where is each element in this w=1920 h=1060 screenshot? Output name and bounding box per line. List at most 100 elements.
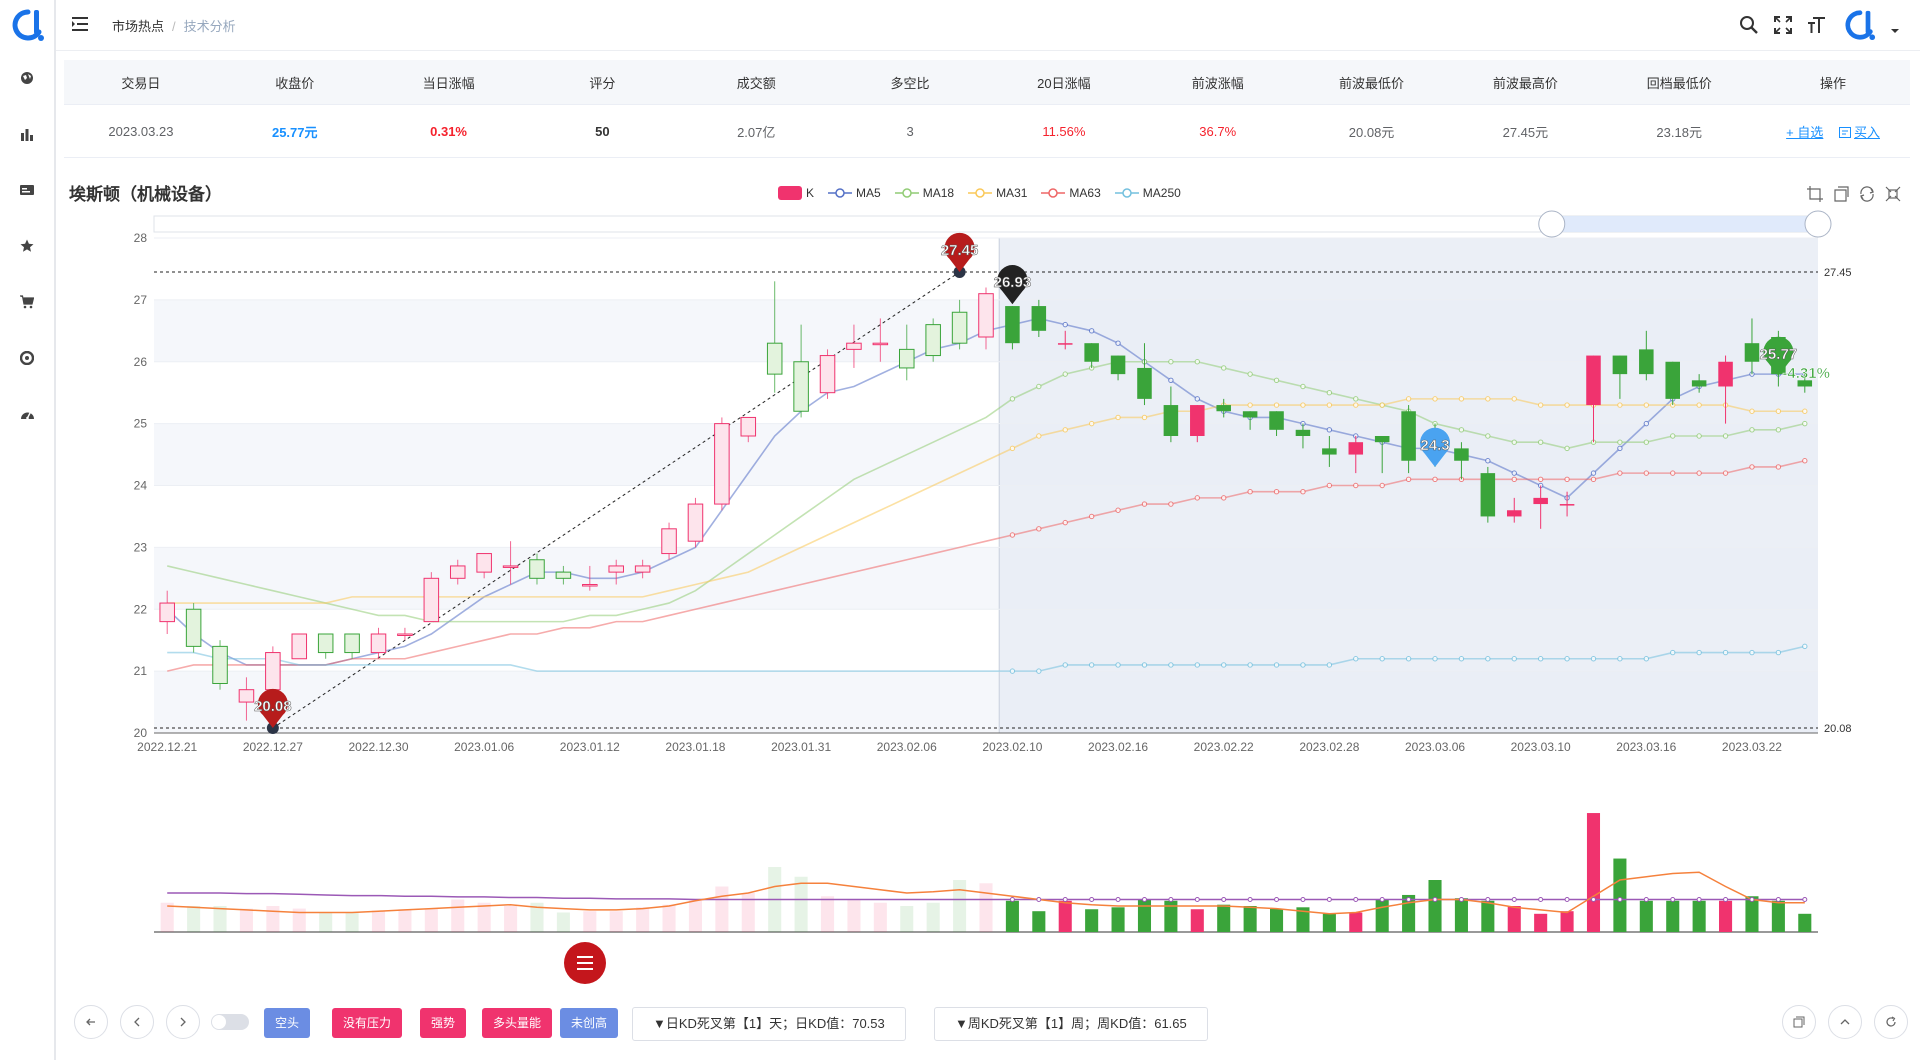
volume-bar bbox=[1402, 894, 1416, 932]
legend-label: MA63 bbox=[1069, 186, 1101, 200]
legend-item-ma250[interactable]: MA250 bbox=[1114, 186, 1181, 200]
annotation-pin bbox=[997, 265, 1028, 305]
ma-point bbox=[1590, 476, 1597, 483]
legend-swatch bbox=[778, 186, 802, 200]
cart-icon[interactable] bbox=[17, 292, 37, 312]
volume-bar bbox=[1085, 909, 1099, 932]
candle-body bbox=[317, 633, 334, 654]
save-image-icon[interactable] bbox=[1884, 185, 1902, 203]
legend-item-k[interactable]: K bbox=[778, 186, 814, 200]
volume-bar bbox=[1375, 899, 1389, 932]
chevron-right-icon bbox=[180, 1017, 186, 1027]
x-tick-label: 2023.01.31 bbox=[771, 740, 831, 754]
column-header: 前波最高价 bbox=[1448, 60, 1603, 105]
annotation-pin bbox=[1763, 336, 1794, 376]
candle-body bbox=[925, 324, 941, 357]
menu-toggle-icon[interactable] bbox=[70, 14, 90, 34]
fullscreen-icon[interactable] bbox=[1772, 14, 1794, 36]
ma-point bbox=[1458, 656, 1465, 662]
candle-body bbox=[1639, 349, 1654, 375]
chart-title: 埃斯顿（机械设备） bbox=[69, 185, 222, 204]
volume-ma-point bbox=[1511, 897, 1517, 902]
zoom-select-icon[interactable] bbox=[1806, 185, 1824, 203]
zoom-reset-icon[interactable] bbox=[1832, 185, 1850, 203]
buy-link[interactable]: 买入 bbox=[1838, 125, 1880, 140]
legend-item-ma31[interactable]: MA31 bbox=[968, 186, 1027, 200]
datazoom-handle-left bbox=[1538, 210, 1566, 238]
ma-point bbox=[1115, 414, 1121, 421]
ma-point bbox=[1036, 433, 1042, 439]
signal-tag[interactable]: 未创高 bbox=[560, 1008, 619, 1038]
ma-point bbox=[1221, 495, 1227, 501]
legend-item-ma5[interactable]: MA5 bbox=[828, 186, 881, 200]
signal-tag[interactable]: 没有压力 bbox=[332, 1008, 403, 1038]
user-avatar-icon[interactable] bbox=[1844, 9, 1876, 41]
volume-bar bbox=[662, 904, 676, 932]
ma-point bbox=[1247, 662, 1253, 668]
signal-tag[interactable]: 空头 bbox=[264, 1008, 311, 1038]
float-menu-button[interactable] bbox=[564, 942, 606, 984]
candle-body bbox=[397, 633, 413, 636]
restore-icon[interactable] bbox=[1858, 185, 1876, 203]
annotation-label: 25.77 bbox=[1760, 346, 1798, 363]
candle-body bbox=[1559, 504, 1575, 506]
volume-ma-point bbox=[1564, 897, 1570, 902]
candle-body bbox=[714, 423, 730, 505]
legend-label: MA18 bbox=[922, 186, 955, 200]
ma-point bbox=[1036, 383, 1042, 390]
ma-point bbox=[1273, 402, 1280, 408]
prev-button[interactable] bbox=[120, 1005, 154, 1039]
caret-down-icon[interactable] bbox=[1890, 26, 1900, 36]
breadcrumb-market[interactable]: 市场热点 bbox=[112, 19, 165, 34]
volume-bar bbox=[1111, 907, 1125, 932]
ma-point bbox=[1537, 656, 1544, 662]
candle-body bbox=[1718, 361, 1733, 387]
ma-point bbox=[1590, 656, 1597, 662]
card-icon[interactable] bbox=[17, 180, 37, 200]
volume-bar bbox=[1586, 813, 1601, 932]
ma-point bbox=[1009, 668, 1016, 674]
ma-point bbox=[1458, 396, 1465, 402]
add-watchlist-link[interactable]: + 自选 bbox=[1786, 124, 1824, 140]
ma-point bbox=[1009, 396, 1016, 402]
scroll-top-button[interactable] bbox=[1828, 1005, 1862, 1039]
search-icon[interactable] bbox=[1738, 14, 1760, 36]
ma-point bbox=[1115, 507, 1121, 513]
volume-bar bbox=[1270, 908, 1284, 932]
signal-tag[interactable]: 强势 bbox=[420, 1008, 467, 1038]
ma-point bbox=[1009, 445, 1016, 452]
candle-body bbox=[1242, 411, 1258, 418]
volume-ma-point bbox=[1194, 897, 1200, 902]
signal-tag[interactable]: 多头量能 bbox=[482, 1008, 553, 1038]
copy-button[interactable] bbox=[1782, 1005, 1816, 1039]
font-size-icon[interactable] bbox=[1806, 14, 1828, 36]
volume-ma-line bbox=[167, 871, 1805, 915]
star-icon[interactable] bbox=[17, 236, 37, 256]
ma-point bbox=[1009, 532, 1016, 538]
toggle-switch[interactable] bbox=[211, 1014, 249, 1030]
ma-point bbox=[1088, 420, 1095, 427]
candle-body bbox=[898, 348, 915, 369]
kline-chart[interactable]: 20 21 22 23 24 25 26 27 28 2022.12.21 2022.12.27 20… bbox=[0, 0, 1920, 1000]
legend-item-ma63[interactable]: MA63 bbox=[1041, 186, 1101, 200]
breadcrumb: 市场热点 / 技术分析 bbox=[112, 19, 236, 34]
annotation-label: 26.93 bbox=[994, 274, 1032, 291]
refresh-button[interactable] bbox=[1874, 1005, 1908, 1039]
ma-point bbox=[1247, 488, 1253, 495]
globe-icon[interactable] bbox=[17, 68, 37, 88]
y-tick-label: 26 bbox=[134, 355, 148, 369]
x-tick-label: 2023.03.16 bbox=[1616, 740, 1676, 754]
ma-point bbox=[1300, 662, 1306, 668]
ma-point bbox=[1115, 340, 1121, 346]
back-button[interactable] bbox=[74, 1005, 108, 1039]
bar-chart-icon[interactable] bbox=[17, 124, 37, 144]
volume-ma-point bbox=[1670, 897, 1676, 902]
datazoom-handle-right bbox=[1804, 210, 1832, 238]
markline-high-label: 27.45 bbox=[1824, 267, 1852, 279]
dashboard-icon[interactable] bbox=[17, 404, 37, 424]
annotation-pin bbox=[1420, 427, 1451, 467]
legend-item-ma18[interactable]: MA18 bbox=[894, 186, 955, 200]
next-button[interactable] bbox=[166, 1005, 200, 1039]
support-icon[interactable] bbox=[17, 348, 37, 368]
x-tick-label: 2023.02.22 bbox=[1194, 740, 1254, 754]
